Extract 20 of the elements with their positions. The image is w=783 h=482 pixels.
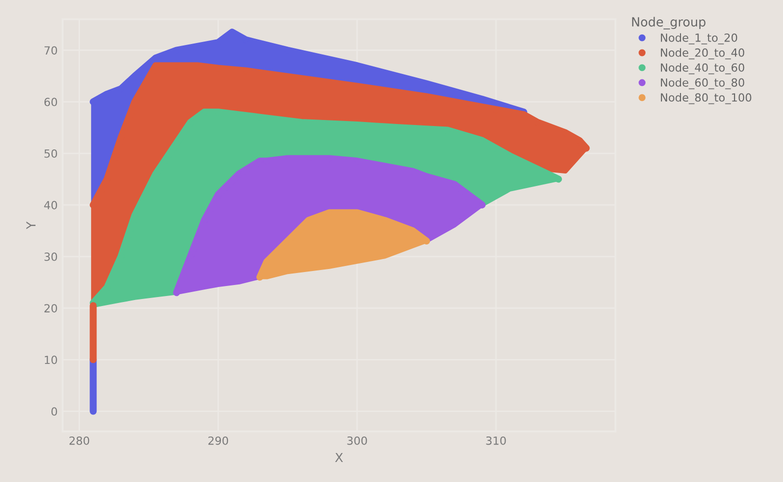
x-axis-title: X xyxy=(335,452,343,462)
x-tick-label: 280 xyxy=(70,436,90,445)
legend-label: Node_80_to_100 xyxy=(660,93,752,104)
y-tick-label: 0 xyxy=(51,407,58,416)
y-tick-label: 60 xyxy=(44,98,58,106)
y-tick-label: 30 xyxy=(44,252,58,261)
y-tick-label: 40 xyxy=(44,200,58,210)
legend-label: Node_40_to_60 xyxy=(660,63,744,74)
y-tick-label: 10 xyxy=(44,356,58,364)
x-tick-label: 290 xyxy=(208,436,228,445)
x-tick-label: 310 xyxy=(486,436,506,445)
y-tick-label: 20 xyxy=(44,304,58,312)
y-tick-label: 70 xyxy=(44,46,58,55)
x-tick-label: 300 xyxy=(347,436,367,445)
legend-label: Node_1_to_20 xyxy=(660,33,738,44)
y-tick-label: 50 xyxy=(44,149,58,158)
legend-title: Node_group xyxy=(632,16,706,30)
legend-label: Node_60_to_80 xyxy=(660,78,744,90)
legend-label: Node_20_to_40 xyxy=(660,48,744,60)
y-axis-title: Y xyxy=(26,221,36,230)
